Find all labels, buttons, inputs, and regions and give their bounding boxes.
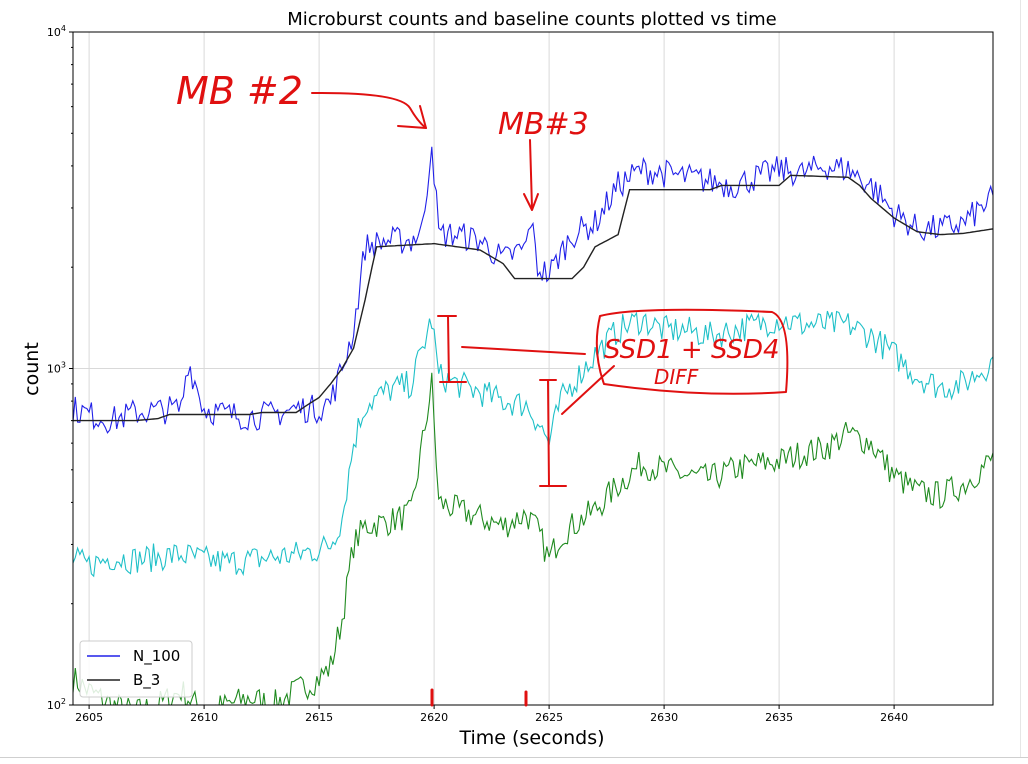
bracket-mb3 bbox=[539, 379, 567, 487]
series-group bbox=[73, 146, 993, 705]
x-tick-label: 2605 bbox=[75, 711, 103, 724]
y-tick-label: 104 bbox=[47, 24, 66, 39]
window-right-border bbox=[1020, 0, 1021, 757]
series-line-b-3 bbox=[73, 174, 993, 422]
annotation-mb2: MB #2 bbox=[176, 69, 303, 113]
annotation-box bbox=[595, 308, 789, 395]
x-tick-label: 2635 bbox=[765, 711, 793, 724]
y-axis-label: count bbox=[21, 342, 43, 396]
x-axis-label: Time (seconds) bbox=[458, 727, 604, 749]
legend-label-n100: N_100 bbox=[133, 647, 180, 666]
annotation-diff: DIFF bbox=[654, 365, 699, 389]
bracket-mb2 bbox=[437, 315, 467, 383]
x-tick-label: 2625 bbox=[535, 711, 563, 724]
arrowhead-mb3 bbox=[523, 193, 539, 211]
x-tick-label: 2630 bbox=[650, 711, 678, 724]
x-tick-label: 2615 bbox=[305, 711, 333, 724]
arrowhead-mb2 bbox=[397, 105, 427, 129]
series-line-unlabeled-2 bbox=[73, 310, 993, 578]
legend-box bbox=[79, 640, 193, 698]
chart-title: Microburst counts and baseline counts pl… bbox=[287, 9, 777, 30]
arrow-mb3 bbox=[529, 139, 533, 209]
arrow-mb2 bbox=[311, 91, 427, 129]
legend: N_100 B_3 bbox=[79, 640, 193, 698]
gridlines bbox=[73, 32, 993, 705]
y-ticks: 102 103 104 bbox=[47, 24, 73, 712]
pointer-line-1 bbox=[461, 346, 586, 355]
series-line-n-100 bbox=[73, 146, 993, 434]
x-tick-label: 2610 bbox=[190, 711, 218, 724]
annotation-ssd: SSD1 + SSD4 bbox=[604, 335, 780, 365]
x-tick-label: 2620 bbox=[420, 711, 448, 724]
legend-label-b3: B_3 bbox=[133, 671, 160, 690]
series-line-unlabeled-3 bbox=[73, 372, 993, 705]
y-tick-label: 103 bbox=[47, 361, 66, 376]
y-tick-label: 102 bbox=[47, 697, 66, 712]
x-ticks: 2605 2610 2615 2620 2625 2630 2635 2640 bbox=[75, 705, 908, 724]
pointer-line-2 bbox=[561, 365, 615, 415]
handwritten-annotations: MB #2 MB#3 SSD1 + SSD4 DIFF bbox=[176, 69, 789, 707]
annotation-mb3: MB#3 bbox=[498, 107, 589, 142]
window-bottom-border bbox=[0, 757, 1028, 758]
x-tick-label: 2640 bbox=[880, 711, 908, 724]
